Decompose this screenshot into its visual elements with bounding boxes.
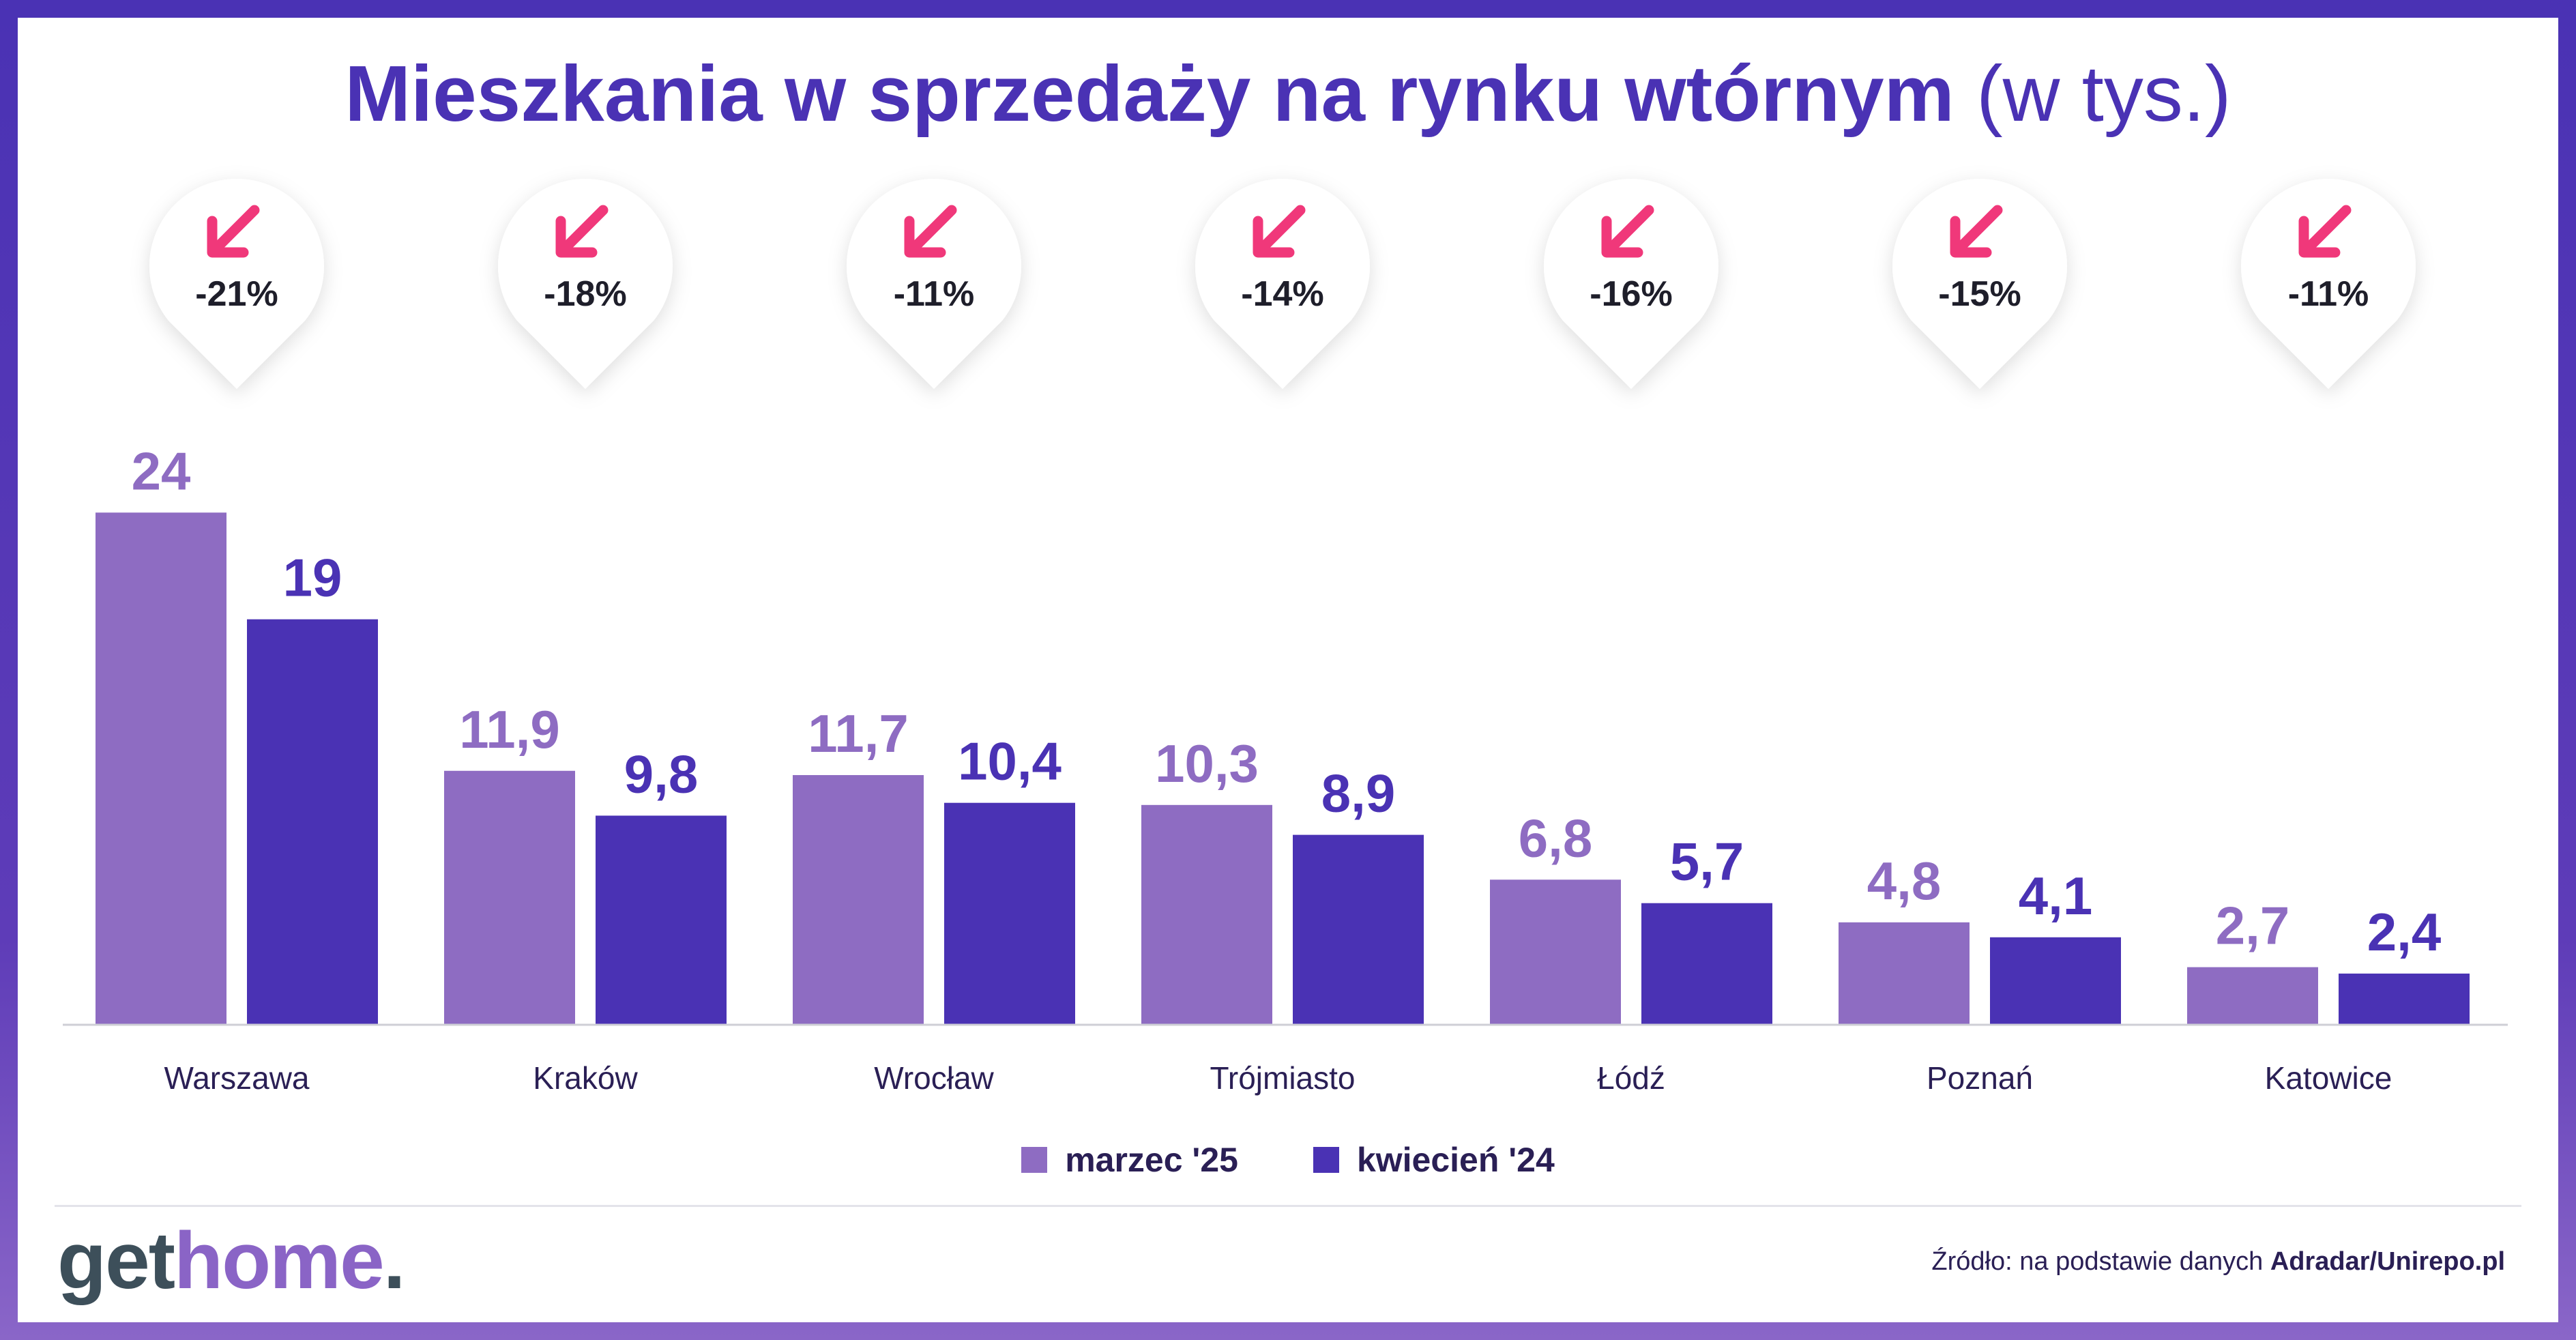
data-label-series1: 6,8 [1519, 808, 1592, 868]
category-label: Warszawa [164, 1060, 310, 1096]
legend-swatch-series2 [1313, 1147, 1339, 1173]
arrow-head [1601, 216, 1643, 258]
bar-series2 [247, 619, 378, 1025]
data-label-series1: 11,9 [459, 699, 560, 759]
change-label: -14% [1241, 274, 1323, 314]
bar-series1 [1839, 922, 1970, 1025]
arrow-down-left-icon [555, 205, 609, 258]
category-label: Trójmiasto [1210, 1060, 1356, 1096]
change-label: -11% [894, 274, 975, 314]
arrow-shaft [907, 205, 957, 255]
logo-get: get [57, 1216, 175, 1306]
change-label: -21% [195, 274, 278, 314]
arrow-shaft [1255, 205, 1306, 255]
change-label: -11% [2288, 274, 2369, 314]
change-pin [847, 179, 1021, 389]
legend-label-series2: kwiecień '24 [1356, 1141, 1555, 1179]
data-label-series2: 2,4 [2367, 902, 2441, 962]
source-prefix: Źródło: na podstawie danych [1931, 1247, 2264, 1276]
category-label: Poznań [1927, 1060, 2033, 1096]
logo-dot: . [383, 1216, 406, 1306]
arrow-head [1950, 216, 1992, 258]
arrow-shaft [1952, 205, 2003, 255]
data-label-series1: 4,8 [1867, 851, 1941, 911]
change-pin [497, 179, 673, 389]
bar-series1 [1141, 804, 1272, 1025]
arrow-shaft [558, 205, 609, 255]
arrow-head [904, 216, 946, 258]
bar-series2 [944, 802, 1075, 1025]
data-label-series2: 10,4 [958, 731, 1062, 791]
source-note: Źródło: na podstawie danych Adradar/Unir… [1931, 1247, 2505, 1277]
arrow-down-left-icon [207, 205, 260, 258]
change-pin [2240, 179, 2416, 389]
category-label: Wrocław [874, 1060, 994, 1096]
change-pin [149, 179, 324, 389]
bar-series2 [596, 815, 727, 1025]
data-label-series1: 10,3 [1155, 733, 1259, 793]
legend-item-series2: kwiecień '24 [1313, 1140, 1555, 1180]
data-label-series2: 19 [283, 548, 342, 608]
bar-series1 [96, 512, 226, 1025]
legend-swatch-series1 [1021, 1147, 1048, 1173]
data-label-series2: 8,9 [1321, 763, 1395, 824]
footer-divider [55, 1205, 2521, 1207]
arrow-down-left-icon [904, 205, 957, 258]
arrow-shaft [1604, 205, 1654, 255]
arrow-down-left-icon [1950, 205, 2003, 258]
title-unit: (w tys.) [1976, 49, 2231, 138]
arrow-shaft [209, 205, 260, 255]
arrow-head [2298, 216, 2341, 258]
bar-series2 [1990, 937, 2121, 1025]
data-label-series1: 2,7 [2216, 896, 2289, 956]
change-pin [1892, 179, 2067, 389]
data-label-series2: 5,7 [1670, 832, 1744, 892]
arrow-head [207, 216, 249, 258]
arrow-head [1253, 216, 1295, 258]
data-label-series2: 9,8 [624, 744, 698, 804]
category-label: Kraków [533, 1060, 638, 1096]
arrow-down-left-icon [1601, 205, 1654, 258]
arrow-down-left-icon [2298, 205, 2352, 258]
arrow-shaft [2301, 205, 2352, 255]
change-pin [1544, 179, 1718, 389]
legend-label-series1: marzec '25 [1065, 1141, 1238, 1179]
arrow-down-left-icon [1253, 205, 1306, 258]
change-label: -16% [1590, 274, 1672, 314]
bar-series2 [2339, 973, 2470, 1025]
arrow-head [555, 216, 598, 258]
category-label: Łódź [1597, 1060, 1665, 1096]
legend-item-series1: marzec '25 [1021, 1140, 1238, 1180]
bar-series1 [444, 770, 575, 1025]
bar-series2 [1641, 903, 1772, 1025]
data-label-series1: 24 [132, 441, 191, 501]
change-label: -15% [1938, 274, 2021, 314]
change-pin [1195, 179, 1371, 389]
bar-series1 [2187, 967, 2318, 1025]
category-label: Katowice [2265, 1060, 2392, 1096]
bar-series1 [1490, 879, 1621, 1025]
title-main: Mieszkania w sprzedaży na rynku wtórnym [345, 49, 1955, 138]
change-label: -18% [544, 274, 626, 314]
legend: marzec '25 kwiecień '24 [0, 1133, 2576, 1187]
data-label-series1: 11,7 [808, 703, 909, 763]
logo-home: home [174, 1216, 385, 1306]
data-label-series2: 4,1 [2019, 866, 2092, 926]
gethome-logo: gethome. [57, 1214, 406, 1307]
bar-series2 [1293, 834, 1424, 1025]
bar-series1 [793, 775, 924, 1025]
source-name: Adradar/Unirepo.pl [2270, 1247, 2505, 1276]
chart-title: Mieszkania w sprzedaży na rynku wtórnym … [0, 48, 2576, 139]
